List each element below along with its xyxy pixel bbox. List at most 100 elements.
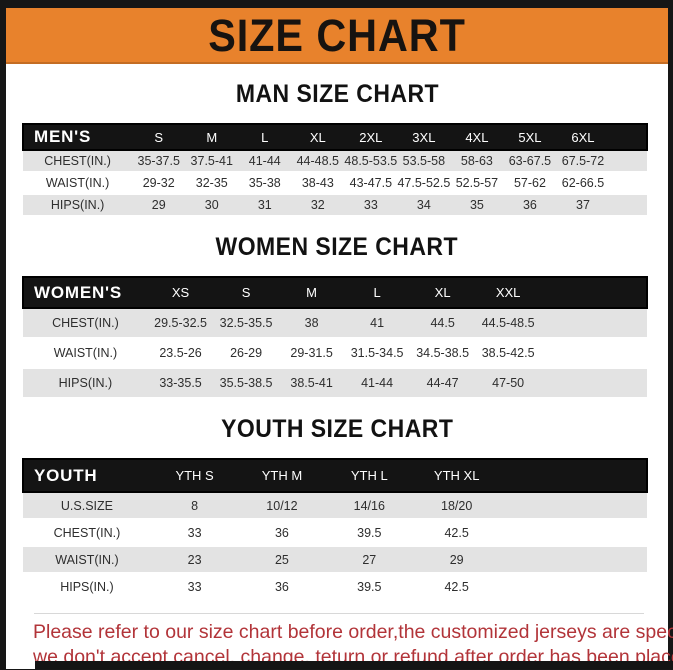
table-header-row: MEN'S S M L XL 2XL 3XL 4XL 5XL 6XL — [21, 123, 648, 151]
measure-value-cell: 34.5-38.5 — [409, 338, 476, 369]
footer-divider — [34, 613, 644, 614]
measure-value-cell: 35-37.5 — [132, 150, 186, 173]
measure-row-label: CHEST(IN.) — [23, 150, 133, 173]
row-filler-cell — [500, 519, 647, 547]
table-row: U.S.SIZE 8 10/12 14/16 18/20 — [23, 492, 647, 520]
size-chart-page: SIZE CHART MAN SIZE CHART MEN'S S M L XL 2XL 3… — [6, 8, 673, 669]
measure-value-cell: 32.5-35.5 — [213, 308, 279, 339]
measure-value-cell: 44-47 — [409, 368, 476, 399]
size-column-header: 4XL — [450, 123, 504, 151]
measure-value-cell: 37.5-41 — [185, 150, 239, 173]
measure-value-cell: 58-63 — [450, 150, 504, 173]
table-header-label: YOUTH — [22, 458, 151, 493]
size-column-header: YTH M — [238, 458, 326, 493]
measure-value-cell: 47-50 — [475, 368, 541, 399]
measure-value-cell: 39.5 — [325, 519, 413, 547]
measure-row-label: WAIST(IN.) — [23, 546, 151, 574]
measure-value-cell: 31 — [238, 194, 292, 217]
measure-row-label: WAIST(IN.) — [23, 338, 148, 369]
size-column-header: 6XL — [556, 123, 610, 151]
measure-value-cell: 41 — [344, 308, 410, 339]
measure-value-cell: 32-35 — [185, 172, 239, 195]
measure-value-cell: 39.5 — [325, 573, 413, 601]
measure-value-cell: 48.5-53.5 — [344, 150, 398, 173]
measure-value-cell: 29 — [412, 546, 501, 574]
measure-value-cell: 10/12 — [238, 492, 326, 520]
measure-value-cell: 63-67.5 — [503, 150, 557, 173]
youth-size-table: YOUTH YTH S YTH M YTH L YTH XL U.S.SIZE 8 10/12… — [22, 458, 648, 601]
page-title: SIZE CHART — [208, 9, 466, 61]
measure-value-cell: 29-32 — [132, 172, 186, 195]
measure-value-cell: 52.5-57 — [450, 172, 504, 195]
measure-value-cell: 14/16 — [325, 492, 413, 520]
measure-value-cell: 33 — [344, 194, 398, 217]
table-row: HIPS(IN.) 29 30 31 32 33 34 35 36 37 — [23, 194, 647, 217]
header-filler-cell — [609, 123, 648, 151]
size-column-header: XL — [291, 123, 345, 151]
measure-value-cell: 34 — [397, 194, 451, 217]
measure-value-cell: 31.5-34.5 — [344, 338, 410, 369]
section-heading-text: MAN SIZE CHART — [235, 80, 439, 108]
row-filler-cell — [609, 172, 647, 195]
table-row: CHEST(IN.) 29.5-32.5 32.5-35.5 38 41 44.5 44.5… — [23, 308, 647, 339]
measure-value-cell: 33 — [150, 573, 239, 601]
measure-value-cell: 43-47.5 — [344, 172, 398, 195]
measure-value-cell: 29 — [132, 194, 186, 217]
measure-value-cell: 47.5-52.5 — [397, 172, 451, 195]
measure-value-cell: 41-44 — [344, 368, 410, 399]
size-column-header: 5XL — [503, 123, 557, 151]
measure-value-cell: 25 — [238, 546, 326, 574]
measure-value-cell: 44.5 — [409, 308, 476, 339]
measure-value-cell: 67.5-72 — [556, 150, 610, 173]
size-column-header: M — [278, 276, 345, 309]
size-column-header: 3XL — [397, 123, 451, 151]
size-column-header: S — [132, 123, 186, 151]
measure-value-cell: 38 — [278, 308, 345, 339]
measure-value-cell: 26-29 — [213, 338, 279, 369]
size-column-header: L — [238, 123, 292, 151]
measure-value-cell: 35 — [450, 194, 504, 217]
measure-value-cell: 42.5 — [412, 519, 501, 547]
size-column-header: XL — [409, 276, 476, 309]
size-column-header: M — [185, 123, 239, 151]
measure-value-cell: 42.5 — [412, 573, 501, 601]
row-filler-cell — [540, 368, 647, 399]
table-row: WAIST(IN.) 23.5-26 26-29 29-31.5 31.5-34.5 34… — [23, 338, 647, 369]
measure-value-cell: 33-35.5 — [147, 368, 214, 399]
row-filler-cell — [500, 546, 647, 574]
size-column-header: 2XL — [344, 123, 398, 151]
size-chart-banner: SIZE CHART — [6, 8, 668, 64]
order-policy-line-1: Please refer to our size chart before or… — [33, 621, 673, 643]
measure-value-cell: 27 — [325, 546, 413, 574]
measure-row-label: HIPS(IN.) — [23, 573, 151, 601]
youth-size-chart-heading: YOUTH SIZE CHART — [6, 415, 668, 444]
measure-row-label: HIPS(IN.) — [23, 194, 133, 217]
table-header-row: WOMEN'S XS S M L XL XXL — [22, 276, 649, 309]
section-man-size-chart: MAN SIZE CHART MEN'S S M L XL 2XL 3XL 4XL 5XL 6XL… — [6, 80, 668, 217]
measure-value-cell: 38.5-41 — [278, 368, 345, 399]
row-filler-cell — [500, 573, 647, 601]
table-header-label: WOMEN'S — [22, 276, 148, 309]
measure-value-cell: 8 — [150, 492, 239, 520]
size-column-header: XXL — [475, 276, 541, 309]
measure-row-label: U.S.SIZE — [23, 492, 151, 520]
size-column-header: YTH L — [325, 458, 413, 493]
measure-value-cell: 57-62 — [503, 172, 557, 195]
measure-value-cell: 44.5-48.5 — [475, 308, 541, 339]
row-filler-cell — [500, 492, 647, 520]
measure-value-cell: 38-43 — [291, 172, 345, 195]
table-row: HIPS(IN.) 33-35.5 35.5-38.5 38.5-41 41-44 44-… — [23, 368, 647, 399]
measure-value-cell: 32 — [291, 194, 345, 217]
measure-value-cell: 30 — [185, 194, 239, 217]
measure-value-cell: 23 — [150, 546, 239, 574]
size-column-header: L — [344, 276, 410, 309]
measure-value-cell: 36 — [238, 573, 326, 601]
table-row: CHEST(IN.) 35-37.5 37.5-41 41-44 44-48.5 48.5… — [23, 150, 647, 173]
measure-value-cell: 35-38 — [238, 172, 292, 195]
size-column-header: YTH S — [150, 458, 239, 493]
row-filler-cell — [609, 150, 647, 173]
women-size-chart-heading: WOMEN SIZE CHART — [6, 233, 668, 262]
men-size-table: MEN'S S M L XL 2XL 3XL 4XL 5XL 6XL CHEST(IN.) 35-37… — [21, 123, 648, 217]
measure-row-label: CHEST(IN.) — [23, 308, 148, 339]
measure-row-label: CHEST(IN.) — [23, 519, 151, 547]
